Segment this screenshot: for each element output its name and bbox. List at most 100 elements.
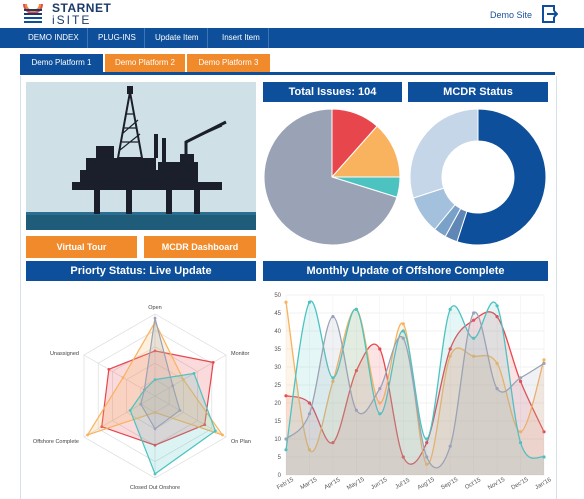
- data-point: [307, 448, 312, 452]
- y-tick-label: 25: [274, 383, 281, 389]
- data-point: [354, 408, 358, 412]
- data-point: [495, 361, 499, 365]
- radar-point: [153, 472, 157, 476]
- data-point: [542, 455, 546, 459]
- header: [0, 0, 584, 28]
- nav-plug-ins[interactable]: PLUG-INS: [90, 28, 145, 48]
- y-tick-label: 45: [274, 311, 281, 317]
- radar-label: Unassigned: [50, 351, 79, 357]
- x-tick-label: Apr'15: [323, 477, 341, 491]
- radar-point: [153, 378, 157, 381]
- radar-point: [153, 349, 157, 353]
- data-point: [401, 336, 405, 340]
- y-tick-label: 20: [274, 401, 281, 407]
- platform-image: [26, 82, 256, 230]
- data-point: [378, 401, 382, 405]
- data-point: [542, 358, 546, 362]
- data-point: [518, 379, 523, 383]
- radar-label: Open: [148, 305, 161, 311]
- nav-insert-item[interactable]: Insert Item: [214, 28, 269, 48]
- x-tick-label: Oct'15: [464, 477, 482, 491]
- data-point: [448, 307, 452, 311]
- radar-point: [100, 425, 104, 429]
- radar-point: [192, 372, 196, 375]
- data-point: [495, 387, 499, 391]
- radar-label: Closed Out Onshore: [130, 485, 180, 491]
- y-tick-label: 15: [274, 419, 281, 425]
- data-point: [331, 441, 335, 445]
- mcdr-status-donut-chart: [409, 108, 547, 246]
- radar-point: [86, 433, 89, 437]
- x-tick-label: Nov'15: [487, 477, 507, 492]
- data-point: [284, 448, 288, 452]
- data-point: [284, 394, 288, 398]
- radar-point: [203, 423, 207, 427]
- monthly-update-title: Monthly Update of Offshore Complete: [263, 261, 548, 281]
- series-line: [285, 311, 545, 469]
- nav-update-item[interactable]: Update Item: [147, 28, 208, 48]
- main-nav: DEMO INDEX PLUG-INS Update Item Insert I…: [0, 28, 584, 48]
- virtual-tour-button[interactable]: Virtual Tour: [26, 236, 137, 258]
- x-tick-label: Aug'15: [417, 477, 437, 492]
- nav-demo-index[interactable]: DEMO INDEX: [20, 28, 88, 48]
- radar-label: On Plan: [231, 439, 251, 445]
- data-point: [472, 354, 476, 358]
- data-point: [495, 315, 499, 319]
- x-tick-label: Mar'15: [300, 477, 319, 492]
- data-point: [331, 379, 335, 383]
- data-point: [472, 318, 476, 322]
- tab-demo-platform-3[interactable]: Demo Platform 3: [187, 54, 270, 72]
- total-issues-pie-chart: [263, 108, 401, 246]
- data-point: [425, 437, 429, 441]
- donut-slice: [456, 108, 547, 246]
- mcdr-dashboard-button[interactable]: MCDR Dashboard: [144, 236, 256, 258]
- data-point: [401, 322, 405, 326]
- data-point: [401, 329, 405, 333]
- demo-site-link[interactable]: Demo Site: [489, 10, 532, 20]
- x-tick-label: Dec'15: [511, 477, 531, 492]
- radar-point: [139, 402, 143, 406]
- data-point: [448, 347, 452, 351]
- data-point: [307, 401, 312, 405]
- radar-point: [171, 384, 175, 388]
- starnet-logo-icon: [23, 3, 43, 23]
- data-point: [354, 307, 358, 311]
- area-fill: [286, 302, 544, 475]
- radar-point: [107, 367, 111, 371]
- radar-point: [153, 427, 157, 431]
- area-fill: [286, 312, 544, 475]
- data-point: [448, 354, 452, 358]
- donut-slice: [409, 108, 479, 199]
- x-tick-label: Jan'16: [534, 477, 553, 491]
- tab-demo-platform-1[interactable]: Demo Platform 1: [20, 54, 103, 72]
- radar-point: [221, 433, 224, 437]
- data-point: [425, 441, 429, 445]
- data-point: [425, 455, 429, 459]
- x-tick-label: Jun'15: [370, 477, 389, 491]
- data-point: [495, 304, 499, 308]
- radar-point: [128, 408, 132, 412]
- sign-out-icon[interactable]: [542, 5, 558, 23]
- data-point: [518, 430, 523, 434]
- radar-spoke: [83, 395, 156, 438]
- data-point: [331, 376, 335, 380]
- y-tick-label: 35: [274, 347, 281, 353]
- y-tick-label: 10: [274, 437, 281, 443]
- priority-radar-chart: Open Monitor On Plan Closed Out Onshore Offs…: [33, 305, 251, 491]
- data-point: [518, 376, 523, 380]
- data-point: [542, 361, 546, 365]
- tab-underline: [20, 72, 555, 75]
- radar-point: [142, 388, 146, 392]
- brand-subname: iSITE: [52, 13, 92, 27]
- y-tick-label: 50: [274, 293, 281, 299]
- pie-slice: [263, 108, 398, 246]
- data-point: [472, 311, 476, 315]
- data-point: [307, 412, 312, 416]
- data-point: [378, 387, 382, 391]
- data-point: [378, 412, 382, 416]
- area-fill: [286, 311, 544, 475]
- tab-demo-platform-2[interactable]: Demo Platform 2: [105, 54, 185, 72]
- radar-point: [213, 429, 217, 433]
- radar-point: [121, 376, 125, 379]
- radar-point: [211, 360, 215, 364]
